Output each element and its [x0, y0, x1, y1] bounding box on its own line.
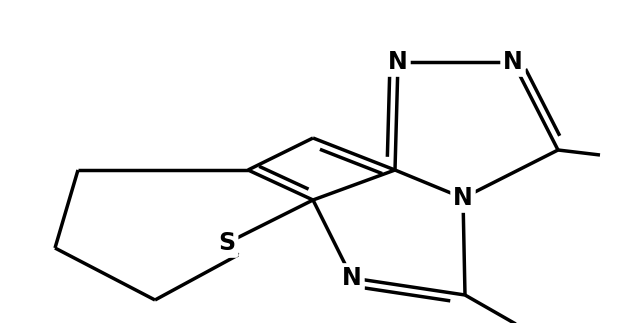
- Text: N: N: [342, 266, 362, 290]
- Text: N: N: [453, 186, 473, 210]
- Text: N: N: [503, 50, 523, 74]
- Text: N: N: [388, 50, 408, 74]
- Text: S: S: [218, 231, 236, 255]
